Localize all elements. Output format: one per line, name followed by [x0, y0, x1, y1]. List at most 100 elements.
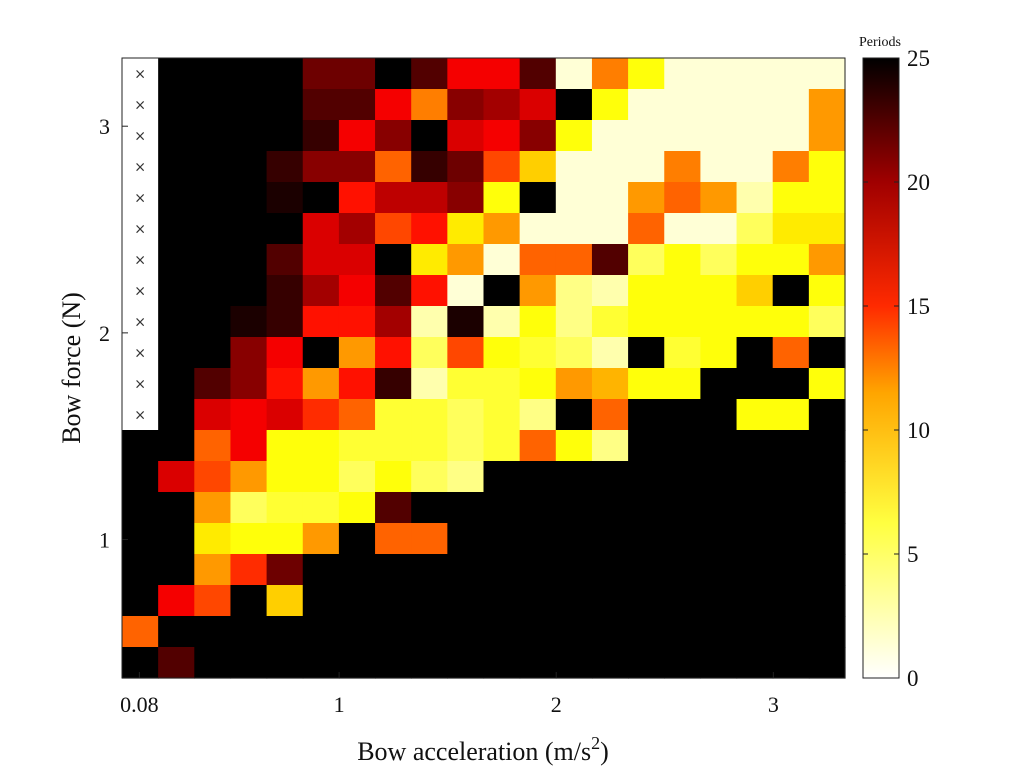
heatmap-cell [519, 430, 557, 462]
heatmap-cell-empty [122, 182, 159, 214]
heatmap-cell [447, 120, 485, 152]
heatmap-cell [266, 275, 304, 307]
missing-data-markers: × × × × × × × × × × × × [134, 67, 146, 424]
heatmap-cell [808, 399, 846, 431]
heatmap-cell [736, 337, 774, 369]
heatmap-cell-empty [122, 244, 159, 276]
heatmap-cell [555, 647, 593, 679]
heatmap-cell [591, 585, 629, 617]
heatmap-cell [591, 213, 629, 245]
heatmap-cell [555, 213, 593, 245]
heatmap-cell [519, 523, 557, 555]
heatmap-cell [194, 647, 232, 679]
y-tick-label: 1 [99, 528, 110, 553]
heatmap-cell [447, 492, 485, 524]
heatmap-cell [302, 151, 340, 183]
heatmap-cell [375, 306, 412, 338]
heatmap-cell [411, 523, 448, 555]
heatmap-cell [519, 244, 557, 276]
heatmap-cell [411, 399, 448, 431]
heatmap-cell [772, 368, 810, 400]
heatmap-cell [628, 182, 665, 214]
heatmap-cell [772, 585, 810, 617]
heatmap-cell [591, 554, 629, 586]
heatmap-cell [483, 89, 521, 121]
heatmap-cell [772, 647, 810, 679]
heatmap-cell [447, 244, 485, 276]
heatmap-cell [700, 151, 738, 183]
heatmap-cell [808, 554, 846, 586]
heatmap-cell [700, 492, 738, 524]
heatmap-cell [158, 399, 195, 431]
heatmap-cell [808, 368, 846, 400]
heatmap-cell [664, 337, 701, 369]
heatmap-cell [664, 554, 701, 586]
heatmap-cell [519, 120, 557, 152]
heatmap-cell [664, 89, 701, 121]
heatmap-cell [122, 523, 159, 555]
heatmap-cell [483, 647, 521, 679]
heatmap-cell [736, 213, 774, 245]
missing-marker: × [134, 67, 146, 83]
colorbar-tick-label: 15 [907, 294, 930, 319]
heatmap-cell [808, 492, 846, 524]
heatmap-cell [411, 306, 448, 338]
heatmap-cell [628, 151, 665, 183]
heatmap-cell [591, 58, 629, 90]
heatmap-cell [338, 306, 376, 338]
heatmap-cell [194, 213, 232, 245]
heatmap-cell [555, 399, 593, 431]
heatmap-cell [194, 430, 232, 462]
heatmap-cell [591, 399, 629, 431]
heatmap-cell [700, 461, 738, 493]
heatmap-cell [158, 120, 195, 152]
heatmap-cell [591, 492, 629, 524]
heatmap-cell [230, 89, 268, 121]
heatmap-cell [519, 89, 557, 121]
heatmap-cell [591, 182, 629, 214]
colorbar-gradient [862, 57, 900, 679]
missing-marker: × [134, 160, 146, 176]
heatmap-cell [158, 58, 195, 90]
heatmap-cell [194, 492, 232, 524]
heatmap-cell [628, 430, 665, 462]
heatmap-cell-empty [122, 58, 159, 90]
heatmap-cell [591, 275, 629, 307]
heatmap-cell [266, 151, 304, 183]
heatmap-cell [700, 430, 738, 462]
missing-marker: × [134, 129, 146, 145]
heatmap-cell [230, 554, 268, 586]
heatmap-cell [302, 182, 340, 214]
heatmap-cell [375, 182, 412, 214]
heatmap-cell [700, 275, 738, 307]
heatmap-cell [266, 182, 304, 214]
heatmap-cell [628, 89, 665, 121]
heatmap-cell [736, 58, 774, 90]
heatmap-cell [700, 213, 738, 245]
heatmap-cell [736, 616, 774, 648]
heatmap-cell [555, 461, 593, 493]
heatmap-cell [772, 244, 810, 276]
heatmap-cell [519, 337, 557, 369]
heatmap-cell [230, 430, 268, 462]
heatmap-cell [483, 585, 521, 617]
heatmap-cell [411, 89, 448, 121]
heatmap-cell [230, 461, 268, 493]
heatmap-cell [808, 58, 846, 90]
heatmap-cell-empty [122, 151, 159, 183]
heatmap-cell [411, 213, 448, 245]
heatmap-cell [519, 213, 557, 245]
heatmap-cell [230, 120, 268, 152]
heatmap-cell [375, 213, 412, 245]
heatmap-cell [700, 647, 738, 679]
heatmap-cell [591, 89, 629, 121]
heatmap-cell [664, 151, 701, 183]
missing-marker: × [134, 315, 146, 331]
heatmap-cell [194, 337, 232, 369]
heatmap-cell [375, 461, 412, 493]
heatmap-cell [736, 182, 774, 214]
heatmap-cell [772, 89, 810, 121]
heatmap-cell [772, 492, 810, 524]
heatmap-cell [266, 430, 304, 462]
heatmap-cell [338, 368, 376, 400]
